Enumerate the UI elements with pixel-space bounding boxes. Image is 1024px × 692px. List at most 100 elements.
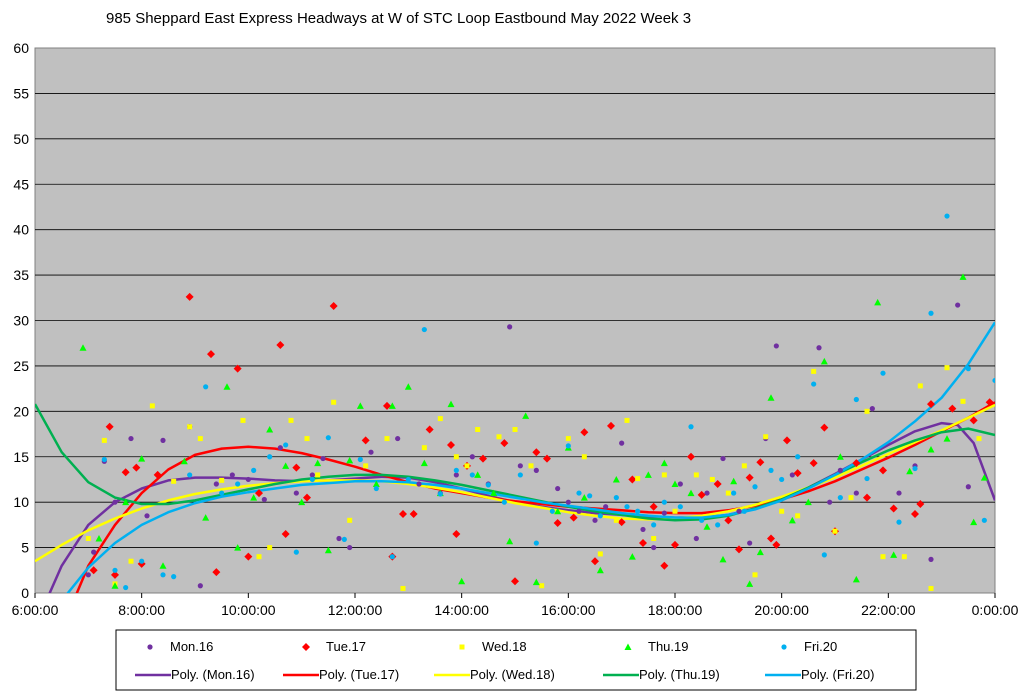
- data-point: [772, 540, 781, 549]
- data-point: [916, 499, 925, 508]
- data-point: [928, 585, 934, 591]
- data-point: [331, 399, 337, 405]
- data-point: [688, 424, 694, 430]
- data-point: [553, 519, 562, 528]
- data-point: [651, 536, 657, 541]
- data-point: [741, 508, 747, 514]
- data-point: [293, 549, 299, 555]
- data-point: [341, 536, 347, 543]
- data-point: [474, 471, 482, 478]
- data-point: [649, 502, 658, 511]
- data-point: [149, 403, 155, 409]
- data-point: [917, 383, 923, 389]
- data-point: [693, 472, 699, 478]
- data-point: [928, 556, 934, 562]
- data-point: [576, 490, 582, 496]
- data-point: [597, 513, 603, 519]
- data-point: [517, 463, 523, 469]
- chart-title: 985 Sheppard East Express Headways at W …: [106, 10, 691, 27]
- data-point: [187, 424, 193, 430]
- data-point: [400, 585, 406, 591]
- data-point: [756, 458, 765, 467]
- data-point: [713, 480, 722, 488]
- data-point: [315, 472, 321, 478]
- y-tick-label: 55: [13, 85, 29, 101]
- data-point: [320, 455, 326, 462]
- data-point: [346, 456, 354, 464]
- data-point: [453, 454, 459, 460]
- data-point: [783, 436, 791, 445]
- data-point: [159, 562, 167, 569]
- legend-marker: [459, 644, 465, 650]
- y-tick-label: 35: [13, 267, 29, 283]
- y-tick-label: 45: [13, 176, 29, 192]
- data-point: [820, 423, 829, 432]
- data-point: [368, 449, 374, 455]
- data-point: [965, 366, 971, 372]
- data-point: [325, 435, 331, 441]
- y-tick-label: 50: [13, 131, 29, 147]
- data-point: [185, 292, 194, 301]
- x-tick-label: 18:00:00: [648, 602, 703, 618]
- data-point: [911, 509, 919, 518]
- data-point: [144, 513, 150, 519]
- data-point: [389, 554, 395, 560]
- data-point: [596, 566, 604, 574]
- data-point: [704, 490, 710, 496]
- data-point: [603, 504, 609, 510]
- data-point: [725, 490, 731, 496]
- data-point: [112, 567, 118, 573]
- data-point: [121, 468, 130, 477]
- data-point: [793, 469, 802, 478]
- x-tick-label: 10:00:00: [221, 602, 276, 618]
- data-point: [373, 485, 379, 492]
- data-point: [281, 529, 290, 538]
- x-tick-label: 16:00:00: [541, 602, 596, 618]
- data-point: [293, 490, 299, 496]
- data-point: [89, 566, 98, 575]
- data-point: [591, 557, 599, 566]
- data-point: [735, 545, 743, 554]
- data-point: [85, 536, 91, 541]
- data-point: [565, 499, 571, 505]
- data-point: [532, 578, 540, 586]
- data-point: [724, 516, 733, 525]
- data-point: [314, 459, 322, 467]
- x-axis-ticks: 6:00:00 8:00:00 10:00:00 12:00:00 14:00:00 16…: [12, 593, 1019, 618]
- data-point: [223, 383, 231, 390]
- legend-label: Mon.16: [170, 639, 213, 654]
- data-point: [123, 584, 129, 591]
- data-point: [437, 416, 443, 422]
- data-points: [79, 213, 995, 591]
- y-tick-label: 40: [13, 222, 29, 238]
- data-point: [624, 504, 630, 510]
- data-point: [635, 476, 641, 482]
- data-point: [409, 509, 418, 518]
- data-point: [447, 400, 455, 408]
- data-point: [809, 459, 818, 468]
- data-point: [111, 570, 119, 579]
- data-point: [347, 544, 353, 551]
- data-point: [101, 456, 107, 463]
- x-tick-label: 12:00:00: [328, 602, 383, 618]
- data-point: [612, 475, 620, 483]
- data-point: [372, 480, 380, 487]
- data-point: [671, 480, 679, 487]
- trendline: [75, 401, 995, 593]
- data-point: [896, 519, 902, 525]
- data-point: [292, 463, 301, 472]
- data-point: [160, 437, 166, 443]
- legend-label: Poly. (Mon.16): [171, 667, 255, 682]
- data-point: [79, 344, 87, 351]
- data-point: [640, 526, 646, 533]
- data-point: [970, 518, 978, 526]
- data-point: [324, 546, 332, 554]
- data-point: [347, 517, 353, 523]
- data-point: [889, 504, 898, 513]
- data-point: [672, 508, 678, 514]
- data-point: [507, 324, 513, 330]
- data-point: [357, 456, 363, 463]
- data-point: [980, 474, 988, 481]
- data-point: [671, 540, 679, 549]
- data-point: [853, 396, 859, 403]
